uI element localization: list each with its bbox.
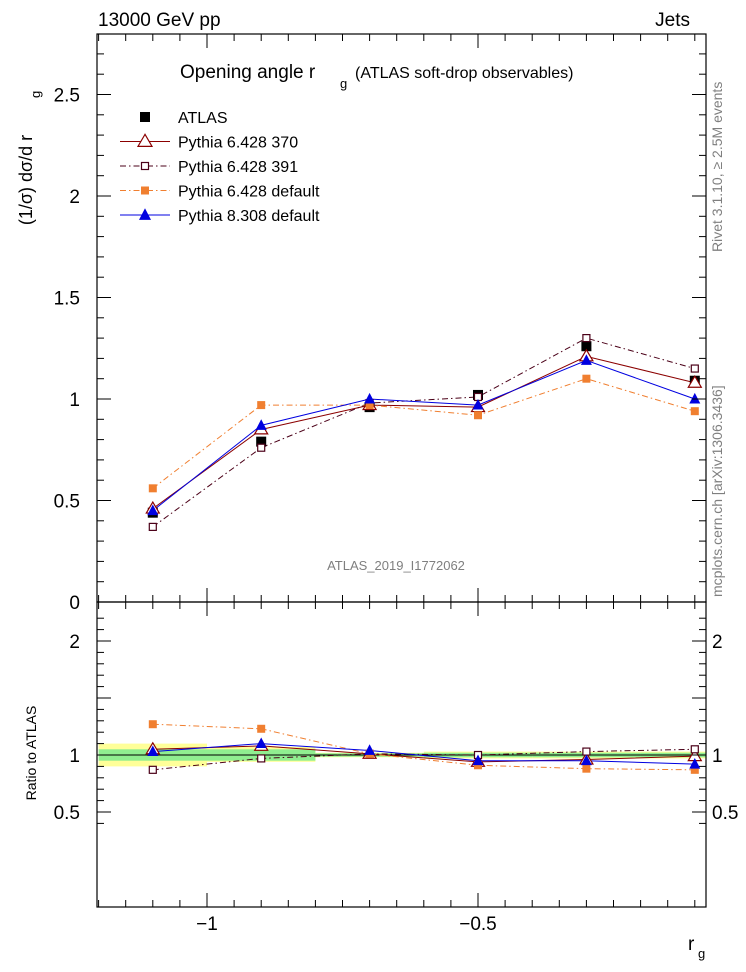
ratio-point [147, 745, 159, 757]
ratio-point [364, 744, 376, 755]
ratio-ylabel: Ratio to ATLAS [23, 706, 39, 801]
ratio-point [148, 720, 157, 729]
ratio-point [689, 757, 701, 769]
ratio-line-pythia-8-308-default [152, 743, 695, 765]
ratio-y-tick-label: 2 [69, 632, 80, 653]
ratio-point [255, 737, 267, 749]
legend-label: Pythia 6.428 default [178, 184, 320, 201]
legend: ATLAS Pythia 6.428 370 Pythia 6.428 391 Pyt… [120, 110, 320, 225]
top-point [148, 484, 157, 493]
top-line-pythia-6-428-391 [152, 337, 695, 528]
ratio-y-tick-label: 1 [69, 746, 80, 767]
legend-entry: ATLAS [140, 110, 228, 127]
ratio-bands [97, 743, 706, 767]
legend-entry: Pythia 6.428 391 [120, 159, 298, 176]
y-tick-label: 1 [69, 390, 80, 411]
xlabel-sub: g [698, 946, 705, 961]
analysis-watermark: ATLAS_2019_I1772062 [327, 558, 465, 573]
top-point [690, 364, 699, 373]
ratio-line-pythia-6-428-default [152, 723, 695, 771]
ratio-line-pythia-6-428-391 [152, 748, 695, 771]
ratio-y-tick-label-right: 1 [712, 746, 723, 767]
top-point [147, 504, 159, 516]
ratio-point [582, 764, 591, 773]
top-point [474, 411, 482, 420]
top-point [472, 398, 484, 410]
ylabel-main: (1/σ) dσ/d r [16, 135, 36, 225]
legend-entry: Pythia 6.428 370 [120, 133, 298, 152]
legend-label: Pythia 8.308 default [178, 208, 320, 225]
ratio-y-tick-label: 0.5 [54, 803, 80, 824]
legend-marker [136, 133, 154, 147]
header-right: Jets [655, 10, 690, 31]
legend-marker [141, 186, 149, 195]
top-point [255, 419, 267, 430]
legend-marker [140, 112, 150, 122]
ratio-point [257, 724, 266, 733]
ylabel-sub: g [28, 91, 43, 98]
ratio-line-pythia-6-428-370 [152, 745, 695, 763]
ratio-point [257, 754, 266, 763]
ratio-point [690, 765, 699, 774]
top-point [690, 407, 699, 416]
ratio-point [690, 745, 699, 754]
title-main: Opening angle r [180, 62, 316, 83]
ratio-point [148, 765, 157, 774]
ratio-point [582, 747, 591, 756]
axes: −1 −0.5 0 0.5 1 1.5 2 2.5 0.5 0.5 1 1 2 2 [54, 33, 738, 935]
top-point [257, 401, 266, 410]
ratio-point [474, 761, 482, 770]
xlabel: r g [688, 934, 705, 961]
y-tick-label: 0 [69, 593, 80, 614]
ratio-point [580, 754, 592, 766]
ratio-point [472, 754, 484, 766]
legend-marker [139, 208, 151, 220]
top-point [580, 354, 592, 365]
top-ylabel: (1/σ) dσ/d r g [16, 91, 43, 225]
ratio-y-tick-label-right: 0.5 [712, 803, 738, 824]
legend-label: Pythia 6.428 370 [178, 135, 298, 152]
top-point [582, 374, 591, 383]
top-plot-title: Opening angle r g (ATLAS soft-drop obser… [180, 62, 573, 91]
top-line-pythia-6-428-default [152, 378, 695, 489]
legend-label: Pythia 6.428 391 [178, 159, 298, 176]
y-tick-label: 2 [69, 187, 80, 208]
top-point [581, 341, 592, 352]
top-line-pythia-8-308-default [152, 359, 695, 512]
top-point [582, 334, 591, 343]
header-left: 13000 GeV pp [98, 10, 221, 31]
x-tick-label: −1 [196, 914, 218, 935]
ratio-y-tick-label-right: 2 [712, 632, 723, 653]
series-markers [145, 334, 703, 774]
y-tick-label: 0.5 [54, 492, 80, 513]
y-tick-label: 2.5 [54, 86, 80, 107]
series-lines [152, 337, 695, 771]
top-point [365, 401, 374, 410]
xlabel-main: r [688, 934, 695, 955]
top-point [257, 443, 266, 452]
legend-label: ATLAS [178, 110, 228, 127]
rivet-label: Rivet 3.1.10, ≥ 2.5M events [709, 82, 725, 252]
top-line-pythia-6-428-370 [152, 355, 695, 510]
mcplots-label: mcplots.cern.ch [arXiv:1306.3436] [709, 385, 725, 597]
legend-marker [140, 161, 150, 171]
legend-entry: Pythia 8.308 default [120, 208, 320, 225]
top-point [364, 392, 376, 404]
title-sub: g [340, 76, 347, 91]
top-point [148, 522, 157, 531]
top-point [689, 392, 701, 404]
top-point [687, 375, 703, 388]
title-rest: (ATLAS soft-drop observables) [355, 65, 573, 82]
x-tick-label: −0.5 [459, 914, 497, 935]
top-point [256, 436, 267, 447]
legend-entry: Pythia 6.428 default [120, 184, 320, 201]
y-tick-label: 1.5 [54, 289, 80, 310]
